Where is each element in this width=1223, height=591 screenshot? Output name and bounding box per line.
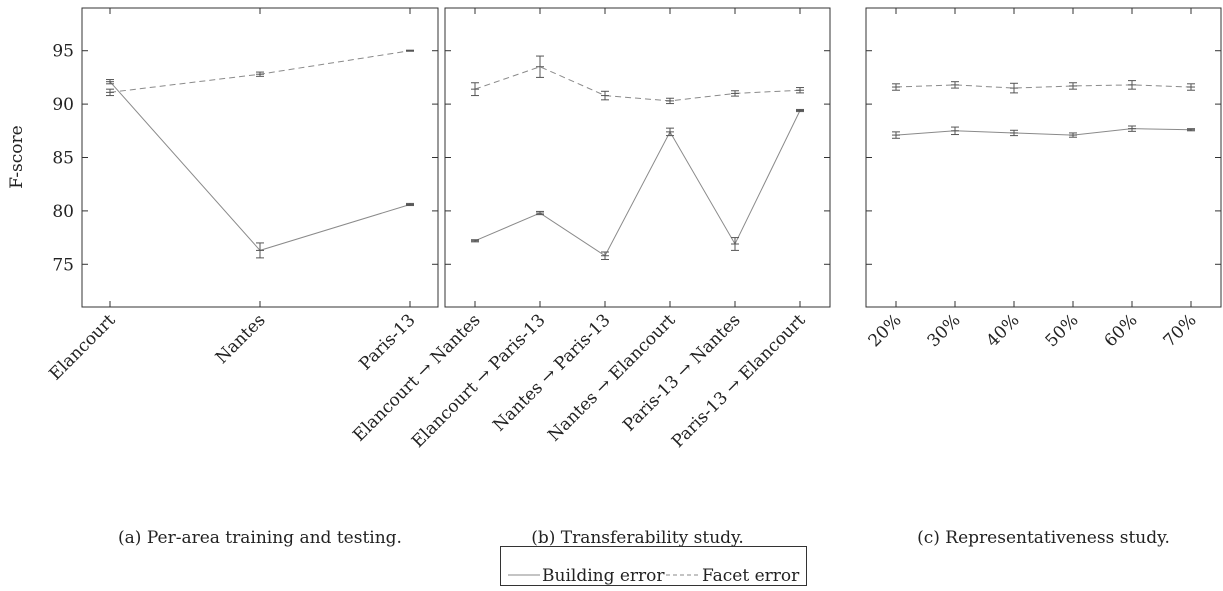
- x-tick-label: 20%: [865, 310, 906, 351]
- legend-building-label: Building error: [542, 566, 665, 586]
- x-tick-label: 40%: [983, 310, 1024, 351]
- y-tick-label: 90: [52, 95, 74, 115]
- legend: Building error Facet error: [500, 546, 807, 586]
- x-tick-label: Paris-13: [356, 310, 420, 374]
- series-line: [895, 128, 1192, 136]
- x-tick-label: Elancourt: [46, 310, 120, 384]
- x-tick-label: Nantes → Elancourt: [544, 310, 679, 445]
- x-tick-label: 50%: [1042, 310, 1083, 351]
- y-tick-label: 75: [52, 255, 74, 275]
- series-line: [109, 81, 411, 251]
- series-line: [474, 110, 801, 257]
- x-tick-label: 30%: [924, 310, 965, 351]
- x-tick-label: Nantes: [212, 310, 270, 368]
- y-tick-label: 80: [52, 202, 74, 222]
- plot-frame: [81, 7, 439, 308]
- series-line: [474, 66, 801, 102]
- panel-caption: (b) Transferability study.: [531, 528, 744, 548]
- x-tick-label: Paris-13 → Elancourt: [668, 310, 810, 452]
- y-tick-label: 85: [52, 149, 74, 169]
- plot-frame: [865, 7, 1222, 308]
- y-tick-label: 95: [52, 42, 74, 62]
- panel-representativeness: 20% 30% 40% 50% 60% 70% (c) Representativeness…: [865, 7, 1222, 548]
- y-axis-label: F-score: [7, 125, 27, 188]
- panel-caption: (c) Representativeness study.: [917, 528, 1170, 548]
- panel-per-area: 75 80 85 90 95 Elancourt Nantes Paris-13 (a) Per…: [46, 7, 439, 548]
- series-line: [895, 84, 1192, 89]
- x-tick-label: 70%: [1160, 310, 1201, 351]
- panel-caption: (a) Per-area training and testing.: [118, 528, 402, 548]
- x-tick-label: Elancourt → Nantes: [349, 310, 484, 445]
- x-tick-label: 60%: [1101, 310, 1142, 351]
- legend-facet-label: Facet error: [702, 566, 800, 586]
- x-tick-label: Nantes → Paris-13: [489, 310, 614, 435]
- x-tick-label: Paris-13 → Nantes: [619, 310, 744, 435]
- plot-frame: [444, 7, 831, 308]
- series-line: [109, 50, 411, 93]
